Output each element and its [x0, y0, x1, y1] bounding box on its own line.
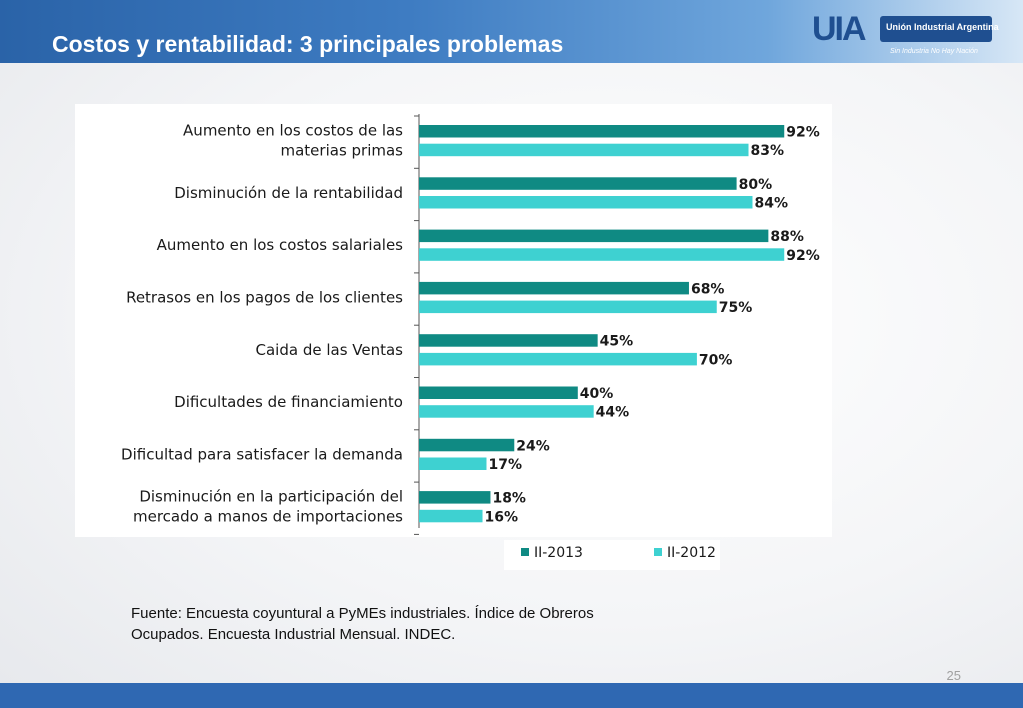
legend-label: II-2012: [667, 545, 716, 561]
data-label: 68%: [691, 281, 725, 297]
data-label: 92%: [786, 248, 820, 264]
category-label: Disminución en la participación del: [139, 488, 403, 506]
data-label: 88%: [770, 229, 804, 245]
logo-pill: [880, 16, 992, 42]
data-label: 83%: [751, 143, 785, 159]
category-label: Aumento en los costos salariales: [157, 236, 404, 254]
category-label: Disminución de la rentabilidad: [174, 184, 403, 202]
header-bar: Costos y rentabilidad: 3 principales pro…: [0, 0, 1023, 63]
source-line-2: Ocupados. Encuesta Industrial Mensual. I…: [131, 626, 456, 643]
data-label: 18%: [492, 491, 526, 507]
bar-ii-2013: [419, 177, 737, 190]
bar-ii-2013: [419, 491, 491, 504]
bar-ii-2012: [419, 509, 483, 523]
bar-ii-2013: [419, 334, 598, 347]
logo-tagline: Sin Industria No Hay Nación: [890, 48, 978, 55]
data-label: 92%: [786, 125, 820, 141]
category-label: Dificultad para satisfacer la demanda: [121, 445, 403, 463]
bar-ii-2012: [419, 300, 717, 314]
uia-logo: UIA Unión Industrial Argentina Sin Indus…: [812, 6, 1002, 58]
data-label: 80%: [739, 177, 773, 193]
bar-ii-2013: [419, 125, 785, 138]
legend-swatch: [654, 548, 662, 556]
category-label: Retrasos en los pagos de los clientes: [126, 289, 403, 307]
legend-swatch: [521, 548, 529, 556]
data-label: 75%: [719, 300, 753, 316]
logo-org-name: Unión Industrial Argentina: [886, 22, 999, 32]
bar-ii-2013: [419, 281, 689, 295]
category-label: Caida de las Ventas: [256, 341, 404, 359]
page-number: 25: [946, 668, 961, 683]
page-title: Costos y rentabilidad: 3 principales pro…: [52, 31, 564, 57]
source-note: Fuente: Encuesta coyuntural a PyMEs indu…: [131, 603, 751, 645]
data-label: 40%: [580, 386, 614, 402]
category-label: Aumento en los costos de las: [183, 122, 403, 140]
source-line-1: Fuente: Encuesta coyuntural a PyMEs indu…: [131, 605, 594, 622]
bar-ii-2012: [419, 143, 749, 157]
category-label: materias primas: [281, 142, 404, 160]
data-label: 70%: [699, 352, 733, 368]
bar-ii-2013: [419, 386, 578, 399]
legend-panel: [504, 540, 720, 570]
data-label: 44%: [596, 405, 630, 421]
data-label: 45%: [600, 334, 634, 350]
logo-mark: UIA: [812, 10, 867, 48]
data-label: 17%: [488, 457, 522, 473]
bar-ii-2013: [419, 229, 769, 243]
bar-ii-2013: [419, 438, 515, 452]
data-label: 24%: [516, 438, 550, 454]
category-label: mercado a manos de importaciones: [133, 508, 403, 526]
category-label: Dificultades de financiamiento: [174, 393, 403, 411]
legend-label: II-2013: [534, 545, 583, 561]
bar-ii-2012: [419, 352, 697, 366]
bar-ii-2012: [419, 405, 594, 418]
bar-ii-2012: [419, 196, 753, 209]
bar-ii-2012: [419, 457, 487, 470]
footer-bar: [0, 683, 1023, 708]
data-label: 16%: [485, 509, 519, 525]
bar-ii-2012: [419, 248, 785, 261]
data-label: 84%: [754, 196, 788, 212]
